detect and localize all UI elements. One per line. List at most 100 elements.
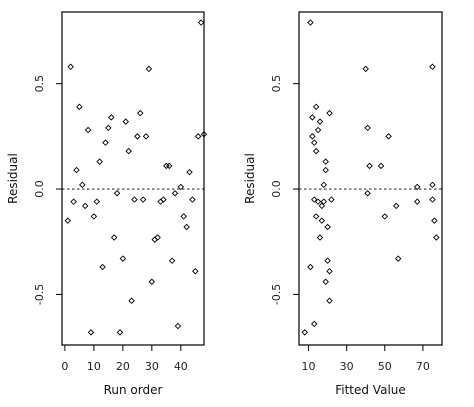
- run-order-data-point: [189, 196, 196, 203]
- fitted-value-data-point: [301, 329, 308, 336]
- fitted-value-x-tick-label: 70: [416, 360, 430, 373]
- fitted-value-data-point: [314, 126, 322, 134]
- fitted-value-data-point: [364, 124, 371, 132]
- fitted-value-data-point: [322, 166, 329, 174]
- run-order-data-point: [145, 65, 153, 73]
- run-order-data-point: [96, 158, 103, 165]
- run-order-data-point: [142, 133, 150, 140]
- fitted-value-x-tick-label: 10: [302, 360, 316, 373]
- run-order-data-point: [128, 297, 135, 304]
- run-order-data-point: [168, 257, 176, 264]
- run-order-data-point: [131, 196, 138, 203]
- fitted-value-data-point: [312, 147, 320, 155]
- fitted-value-x-tick-label: 50: [378, 360, 392, 373]
- fitted-value-data-point: [311, 320, 318, 328]
- run-order-data-point: [160, 196, 167, 203]
- fitted-value-data-point: [316, 118, 324, 125]
- run-order-data-point: [174, 322, 182, 330]
- fitted-value-data-point: [328, 196, 335, 203]
- run-order-data-point: [99, 263, 106, 271]
- run-order-data-point: [125, 147, 132, 155]
- fitted-value-y-tick-label: -0.5: [270, 284, 283, 305]
- fitted-value-data-point: [316, 234, 324, 241]
- fitted-value-data-point: [326, 297, 333, 304]
- fitted-value-data-point: [312, 103, 320, 111]
- fitted-value-data-point: [381, 213, 389, 220]
- run-order-data-point: [87, 329, 95, 336]
- run-order-data-point: [108, 114, 115, 121]
- run-order-data-point: [81, 202, 89, 210]
- fitted-value-data-point: [429, 181, 436, 189]
- run-order-data-point: [116, 329, 124, 336]
- run-order-x-tick-label: 30: [145, 360, 159, 373]
- run-order-data-point: [139, 196, 147, 203]
- fitted-value-y-axis-title: Residual: [243, 153, 257, 204]
- run-order-data-point: [102, 139, 109, 146]
- fitted-value-x-axis-title: Fitted Value: [335, 383, 406, 397]
- fitted-value-data-point: [311, 139, 318, 146]
- fitted-value-data-point: [385, 133, 392, 140]
- fitted-value-data-point: [324, 257, 331, 264]
- fitted-value-panel: 10 30 50 70 -0.5 0.0 0.5 Fitted Value Residual: [243, 11, 443, 397]
- run-order-x-tick-label: 10: [87, 360, 101, 373]
- run-order-y-tick-label: 0.5: [33, 75, 46, 93]
- run-order-data-point: [84, 126, 92, 134]
- fitted-value-data-point: [326, 109, 333, 117]
- run-order-panel: 0 10 20 30 40 -0.5 0.0 0.5 Run order Residual: [6, 11, 208, 397]
- fitted-value-data-point: [413, 183, 421, 191]
- run-order-data-point: [194, 133, 202, 140]
- run-order-data-point: [134, 133, 141, 140]
- run-order-data-point: [122, 118, 129, 125]
- run-order-data-point: [186, 168, 193, 176]
- run-order-data-point: [154, 234, 161, 241]
- run-order-data-point: [177, 183, 185, 191]
- fitted-value-plot-frame: [298, 11, 443, 346]
- fitted-value-data-point: [366, 162, 373, 170]
- run-order-y-tick-label: 0.0: [33, 180, 46, 198]
- fitted-value-x-tick-label: 30: [340, 360, 354, 373]
- fitted-value-data-point: [429, 196, 436, 203]
- fitted-value-data-point: [322, 278, 329, 286]
- run-order-x-tick-label: 0: [61, 360, 68, 373]
- fitted-value-data-point: [362, 65, 369, 73]
- fitted-value-data-point: [307, 19, 314, 26]
- run-order-data-point: [64, 217, 72, 224]
- fitted-value-data-point: [433, 234, 440, 241]
- fitted-value-data-point: [326, 267, 333, 275]
- run-order-data-point: [200, 131, 208, 138]
- run-order-y-tick-label: -0.5: [33, 284, 46, 305]
- fitted-value-data-point: [309, 114, 316, 121]
- fitted-value-data-point: [307, 263, 314, 271]
- run-order-data-point: [183, 223, 190, 231]
- run-order-data-point: [70, 198, 77, 205]
- fitted-value-y-tick-label: 0.5: [270, 75, 283, 93]
- fitted-value-data-point: [311, 196, 318, 203]
- fitted-value-data-point: [314, 198, 322, 205]
- fitted-value-data-point: [318, 202, 326, 210]
- run-order-plot-frame: [61, 11, 205, 346]
- fitted-value-data-point: [320, 198, 328, 205]
- fitted-value-data-point: [309, 133, 316, 140]
- run-order-data-point: [105, 124, 112, 132]
- fitted-value-data-point: [318, 217, 326, 224]
- run-order-data-point: [110, 234, 118, 241]
- run-order-data-point: [79, 181, 86, 189]
- fitted-value-data-point: [377, 162, 385, 170]
- run-order-data-point: [67, 63, 74, 71]
- fitted-value-data-point: [322, 158, 329, 165]
- fitted-value-data-point: [324, 223, 331, 231]
- fitted-value-data-point: [394, 255, 402, 262]
- fitted-value-data-point: [429, 63, 436, 71]
- run-order-y-axis-title: Residual: [6, 153, 20, 204]
- run-order-data-point: [171, 190, 179, 197]
- run-order-data-point: [119, 255, 127, 262]
- run-order-data-point: [192, 267, 199, 275]
- fitted-value-data-point: [431, 217, 438, 224]
- run-order-data-point: [113, 190, 121, 197]
- fitted-value-data-point: [364, 190, 371, 197]
- run-order-data-point: [165, 162, 173, 170]
- fitted-value-data-point: [393, 202, 400, 210]
- run-order-data-point: [90, 213, 98, 220]
- run-order-x-tick-label: 40: [174, 360, 188, 373]
